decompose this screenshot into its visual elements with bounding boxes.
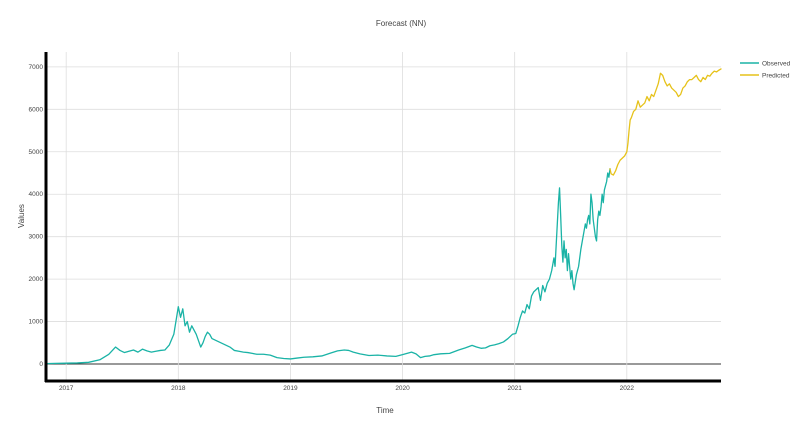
- legend: Observed Predicted: [740, 60, 791, 79]
- ticks: 0 1000 2000 3000 4000 5000 6000 7000 2017 2018 201…: [29, 64, 635, 392]
- grid: [46, 52, 721, 381]
- x-tick-label: 2021: [507, 385, 522, 392]
- x-tick-label: 2017: [59, 385, 74, 392]
- x-axis-label: Time: [376, 406, 394, 415]
- y-tick-label: 6000: [29, 106, 44, 113]
- y-axis-label: Values: [17, 204, 26, 228]
- axes: [44, 52, 721, 383]
- x-tick-label: 2020: [395, 385, 410, 392]
- y-tick-label: 4000: [29, 191, 44, 198]
- y-tick-label: 0: [39, 361, 43, 368]
- y-tick-label: 5000: [29, 149, 44, 156]
- y-tick-label: 7000: [29, 64, 44, 71]
- x-tick-label: 2019: [283, 385, 298, 392]
- series-group: [45, 68, 722, 365]
- y-tick-label: 1000: [29, 319, 44, 326]
- x-tick-label: 2022: [620, 385, 635, 392]
- chart-title: Forecast (NN): [376, 19, 427, 28]
- y-tick-label: 3000: [29, 234, 44, 241]
- series-line-observed: [45, 168, 611, 365]
- legend-label-predicted: Predicted: [762, 72, 790, 79]
- x-tick-label: 2018: [171, 385, 186, 392]
- legend-label-observed: Observed: [762, 60, 791, 67]
- y-tick-label: 2000: [29, 276, 44, 283]
- series-line-predicted: [609, 68, 722, 176]
